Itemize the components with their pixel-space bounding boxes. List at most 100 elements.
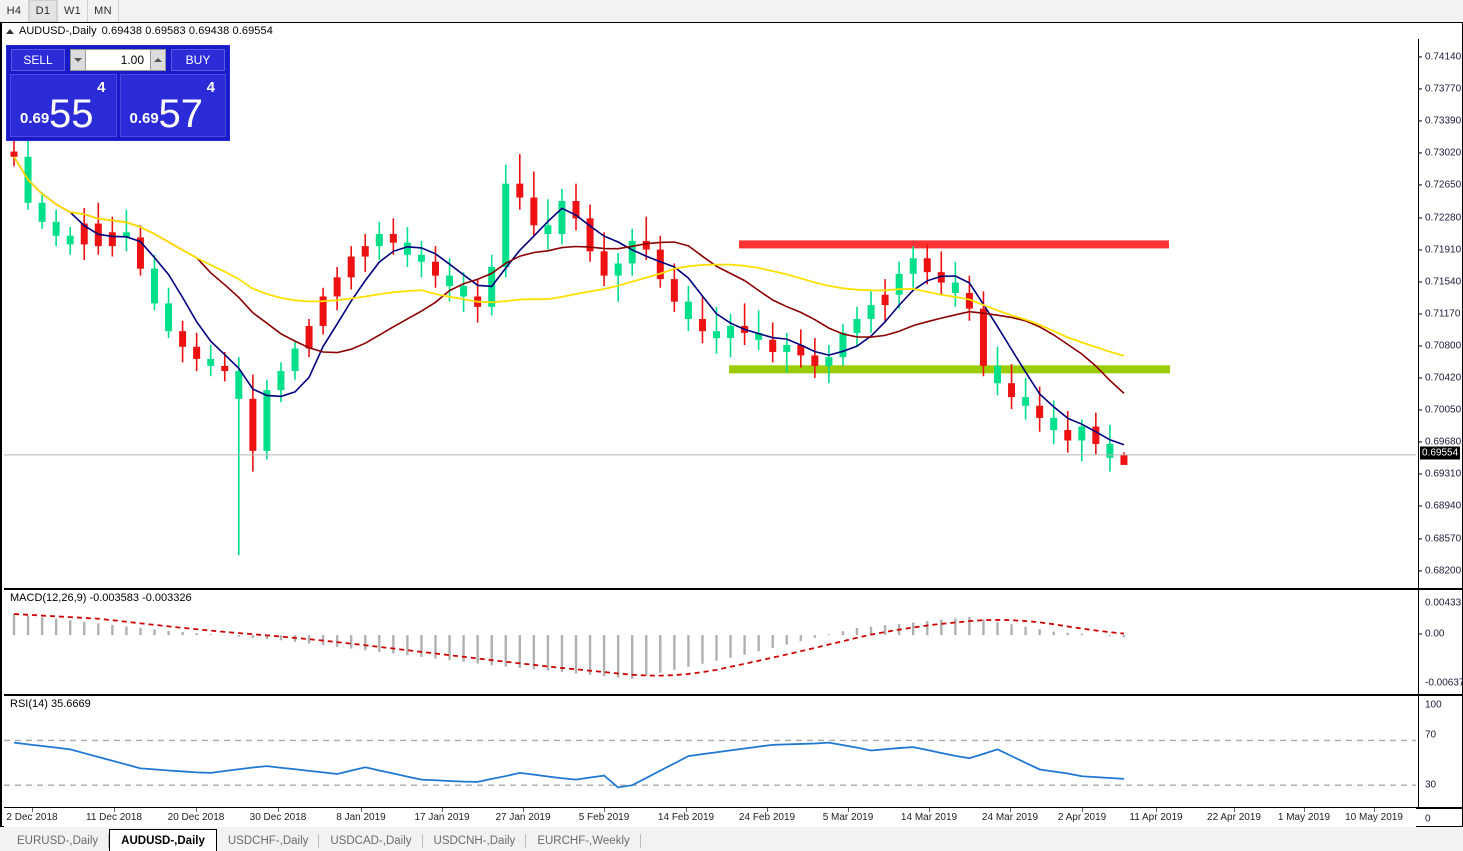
rsi-pane[interactable]: RSI(14) 35.6669: [4, 694, 1416, 807]
date-axis-label: 20 Dec 2018: [167, 812, 225, 823]
price-tick: 0.68570: [1418, 533, 1461, 544]
macd-label: MACD(12,26,9) -0.003583 -0.003326: [10, 592, 192, 604]
price-tick: 0.71910: [1418, 244, 1461, 255]
date-axis-label: 14 Feb 2019: [657, 812, 715, 823]
price-tick-label: 0.68570: [1425, 532, 1462, 544]
timeframe-button-d1[interactable]: D1: [29, 0, 58, 22]
date-tick: [1010, 808, 1011, 812]
chart-tab-eurchf[interactable]: EURCHF-,Weekly: [526, 831, 642, 851]
price-tick-label: 0.68200: [1425, 565, 1462, 577]
date-tick: [361, 808, 362, 812]
date-tick: [442, 808, 443, 812]
volume-input[interactable]: 1.00: [86, 49, 150, 71]
date-tick: [1082, 808, 1083, 812]
pane-separator: [1416, 588, 1463, 590]
date-tick: [1156, 808, 1157, 812]
price-tick-label: 0.72280: [1425, 211, 1462, 223]
buy-price-main: 57: [158, 92, 204, 136]
trade-panel-controls: SELL 1.00 BUY: [7, 46, 229, 74]
date-axis[interactable]: 2 Dec 2018 11 Dec 2018 20 Dec 2018 30 Dec 2…: [4, 807, 1416, 827]
price-tick: 0.73020: [1418, 148, 1461, 159]
buy-price-prefix: 0.69: [129, 110, 159, 127]
triangle-up-icon[interactable]: [6, 28, 14, 34]
chart-tab-usdcnh[interactable]: USDCNH-,Daily: [423, 831, 527, 851]
sell-button[interactable]: SELL: [11, 49, 65, 71]
timeframe-toolbar: H4 D1 W1 MN: [0, 0, 1463, 22]
volume-increase-button[interactable]: [150, 49, 166, 71]
pane-separator: [1416, 807, 1463, 809]
date-tick: [604, 808, 605, 812]
volume-stepper[interactable]: 1.00: [70, 49, 166, 71]
price-tick: 0.71540: [1418, 276, 1461, 287]
rsi-tick: 0: [1418, 813, 1431, 824]
date-axis-label: 24 Feb 2019: [738, 812, 796, 823]
current-price-badge: 0.69554: [1420, 446, 1461, 460]
price-tick-label: 0.68940: [1425, 500, 1462, 512]
date-axis-label: 1 May 2019: [1277, 812, 1331, 823]
date-tick: [1234, 808, 1235, 812]
buy-button[interactable]: BUY: [171, 49, 225, 71]
sell-price-prefix: 0.69: [20, 110, 50, 127]
chevron-down-icon: [74, 58, 82, 62]
chart-titlebar: AUDUSD-,Daily 0.69438 0.69583 0.69438 0.…: [2, 23, 1462, 39]
price-tick-label: 0.73390: [1425, 115, 1462, 127]
rsi-tick-label: 70: [1425, 729, 1437, 741]
price-tick: 0.74140: [1418, 51, 1461, 62]
date-axis-label: 8 Jan 2019: [336, 812, 386, 823]
volume-decrease-button[interactable]: [70, 49, 86, 71]
macd-tick-label: -0.006373: [1425, 677, 1463, 689]
date-axis-label: 27 Jan 2019: [495, 812, 551, 823]
chart-tab-eurusd[interactable]: EURUSD-,Daily: [6, 831, 110, 851]
date-tick: [848, 808, 849, 812]
timeframe-button-mn[interactable]: MN: [88, 0, 119, 22]
macd-tick-label: 0.00: [1425, 628, 1445, 640]
price-tick: 0.68940: [1418, 501, 1461, 512]
price-tick-label: 0.70420: [1425, 372, 1462, 384]
date-axis-label: 14 Mar 2019: [900, 812, 958, 823]
date-axis-label: 22 Apr 2019: [1207, 812, 1261, 823]
macd-tick-label: 0.004331: [1425, 597, 1463, 609]
toolbar-empty-space: [119, 0, 1463, 22]
timeframe-button-w1[interactable]: W1: [58, 0, 89, 22]
chart-tab-usdcad[interactable]: USDCAD-,Daily: [319, 831, 423, 851]
price-tick: 0.72650: [1418, 180, 1461, 191]
date-tick: [196, 808, 197, 812]
price-tick: 0.73770: [1418, 84, 1461, 95]
price-scale[interactable]: 0.74140 0.73770 0.73390 0.73020 0.72650 0.722…: [1416, 39, 1463, 824]
sell-price-quote[interactable]: 0.69 55 4: [10, 74, 117, 137]
price-tick-label: 0.70800: [1425, 340, 1462, 352]
chart-symbol-label: AUDUSD-,Daily: [19, 25, 97, 37]
one-click-trading-panel: SELL 1.00 BUY 0.69 55 4 0.69 57 4: [6, 45, 230, 141]
chart-window: AUDUSD-,Daily 0.69438 0.69583 0.69438 0.…: [0, 22, 1463, 827]
rsi-tick: 30: [1418, 779, 1436, 790]
macd-pane[interactable]: MACD(12,26,9) -0.003583 -0.003326: [4, 588, 1416, 692]
price-tick-label: 0.69310: [1425, 468, 1462, 480]
pane-separator: [1416, 694, 1463, 696]
buy-price-quote[interactable]: 0.69 57 4: [119, 74, 226, 137]
price-tick: 0.70800: [1418, 340, 1461, 351]
price-tick-label: 0.74140: [1425, 51, 1462, 63]
rsi-tick-label: 0: [1425, 813, 1431, 825]
price-tick: 0.70420: [1418, 372, 1461, 383]
price-tick-label: 0.71170: [1425, 308, 1461, 320]
macd-plot: [12, 613, 1126, 679]
chart-tab-usdchf[interactable]: USDCHF-,Daily: [217, 831, 320, 851]
price-tick: 0.69310: [1418, 469, 1461, 480]
price-tick-label: 0.73020: [1425, 147, 1462, 159]
rsi-tick-label: 100: [1425, 699, 1442, 711]
rsi-tick: 70: [1418, 729, 1436, 740]
price-tick: 0.71170: [1418, 308, 1460, 319]
timeframe-button-h4[interactable]: H4: [0, 0, 29, 22]
price-tick-label: 0.69680: [1425, 436, 1462, 448]
sell-price-fraction: 4: [97, 79, 106, 96]
date-axis-label: 2 Dec 2018: [6, 812, 58, 823]
date-tick: [767, 808, 768, 812]
rsi-tick-label: 30: [1425, 779, 1437, 791]
macd-tick: 0.004331: [1418, 597, 1463, 608]
date-tick: [278, 808, 279, 812]
sell-price-main: 55: [49, 92, 94, 136]
price-pane[interactable]: [4, 39, 1416, 583]
chart-tab-bar: EURUSD-,Daily AUDUSD-,Daily USDCHF-,Daily U…: [0, 827, 1463, 851]
chart-tab-audusd[interactable]: AUDUSD-,Daily: [109, 829, 217, 851]
